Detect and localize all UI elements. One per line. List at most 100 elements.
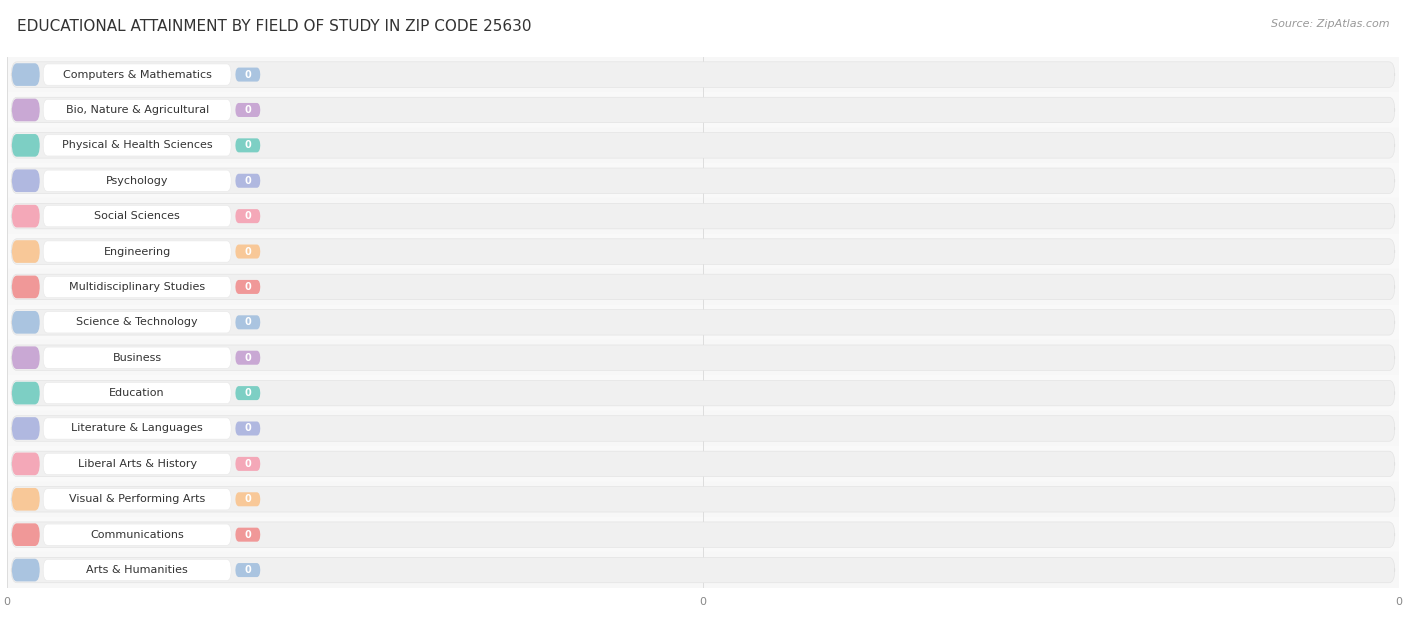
Text: 0: 0 bbox=[245, 282, 252, 292]
Text: 0: 0 bbox=[245, 140, 252, 150]
FancyBboxPatch shape bbox=[44, 453, 231, 475]
Text: 0: 0 bbox=[245, 105, 252, 115]
FancyBboxPatch shape bbox=[235, 68, 260, 82]
FancyBboxPatch shape bbox=[11, 559, 39, 581]
FancyBboxPatch shape bbox=[11, 205, 39, 228]
Text: Computers & Mathematics: Computers & Mathematics bbox=[63, 70, 212, 80]
FancyBboxPatch shape bbox=[11, 557, 1395, 583]
FancyBboxPatch shape bbox=[11, 133, 1395, 158]
Text: Multidisciplinary Studies: Multidisciplinary Studies bbox=[69, 282, 205, 292]
FancyBboxPatch shape bbox=[235, 280, 260, 294]
FancyBboxPatch shape bbox=[11, 416, 1395, 441]
FancyBboxPatch shape bbox=[11, 240, 39, 263]
FancyBboxPatch shape bbox=[44, 559, 231, 581]
FancyBboxPatch shape bbox=[11, 417, 39, 440]
FancyBboxPatch shape bbox=[44, 347, 231, 368]
Text: Arts & Humanities: Arts & Humanities bbox=[86, 565, 188, 575]
Text: 0: 0 bbox=[245, 246, 252, 257]
Text: 0: 0 bbox=[245, 211, 252, 221]
FancyBboxPatch shape bbox=[44, 135, 231, 156]
FancyBboxPatch shape bbox=[11, 134, 39, 157]
Text: Business: Business bbox=[112, 353, 162, 363]
FancyBboxPatch shape bbox=[11, 453, 39, 475]
Bar bbox=[7, 482, 1399, 517]
Text: EDUCATIONAL ATTAINMENT BY FIELD OF STUDY IN ZIP CODE 25630: EDUCATIONAL ATTAINMENT BY FIELD OF STUDY… bbox=[17, 19, 531, 34]
FancyBboxPatch shape bbox=[11, 523, 39, 546]
Bar bbox=[7, 446, 1399, 482]
FancyBboxPatch shape bbox=[11, 487, 1395, 512]
Text: 0: 0 bbox=[245, 530, 252, 540]
Text: 0: 0 bbox=[245, 494, 252, 504]
Text: 0: 0 bbox=[245, 459, 252, 469]
FancyBboxPatch shape bbox=[11, 346, 39, 369]
FancyBboxPatch shape bbox=[11, 451, 1395, 477]
Text: 0: 0 bbox=[245, 388, 252, 398]
Bar bbox=[7, 517, 1399, 552]
FancyBboxPatch shape bbox=[11, 276, 39, 298]
FancyBboxPatch shape bbox=[235, 174, 260, 188]
Text: Engineering: Engineering bbox=[104, 246, 170, 257]
FancyBboxPatch shape bbox=[235, 492, 260, 506]
Text: Bio, Nature & Agricultural: Bio, Nature & Agricultural bbox=[66, 105, 209, 115]
Bar bbox=[7, 340, 1399, 375]
Text: Science & Technology: Science & Technology bbox=[76, 317, 198, 327]
FancyBboxPatch shape bbox=[235, 351, 260, 365]
Bar bbox=[7, 198, 1399, 234]
Text: 0: 0 bbox=[245, 70, 252, 80]
FancyBboxPatch shape bbox=[11, 274, 1395, 300]
Text: Physical & Health Sciences: Physical & Health Sciences bbox=[62, 140, 212, 150]
FancyBboxPatch shape bbox=[11, 62, 1395, 87]
Text: Literature & Languages: Literature & Languages bbox=[72, 423, 202, 434]
FancyBboxPatch shape bbox=[44, 382, 231, 404]
FancyBboxPatch shape bbox=[44, 312, 231, 333]
Bar bbox=[7, 234, 1399, 269]
FancyBboxPatch shape bbox=[11, 168, 1395, 193]
FancyBboxPatch shape bbox=[235, 422, 260, 435]
Text: 0: 0 bbox=[245, 423, 252, 434]
FancyBboxPatch shape bbox=[11, 311, 39, 334]
Bar bbox=[7, 552, 1399, 588]
FancyBboxPatch shape bbox=[11, 169, 39, 192]
Bar bbox=[7, 92, 1399, 128]
Text: Liberal Arts & History: Liberal Arts & History bbox=[77, 459, 197, 469]
Bar bbox=[7, 305, 1399, 340]
Bar bbox=[7, 57, 1399, 92]
FancyBboxPatch shape bbox=[235, 563, 260, 577]
FancyBboxPatch shape bbox=[11, 382, 39, 404]
FancyBboxPatch shape bbox=[44, 170, 231, 191]
FancyBboxPatch shape bbox=[11, 310, 1395, 335]
FancyBboxPatch shape bbox=[11, 522, 1395, 547]
FancyBboxPatch shape bbox=[11, 97, 1395, 123]
FancyBboxPatch shape bbox=[235, 386, 260, 400]
Bar bbox=[7, 375, 1399, 411]
Text: Communications: Communications bbox=[90, 530, 184, 540]
FancyBboxPatch shape bbox=[44, 241, 231, 262]
FancyBboxPatch shape bbox=[235, 245, 260, 258]
FancyBboxPatch shape bbox=[235, 315, 260, 329]
FancyBboxPatch shape bbox=[11, 488, 39, 511]
Text: Education: Education bbox=[110, 388, 165, 398]
FancyBboxPatch shape bbox=[44, 489, 231, 510]
Bar bbox=[7, 269, 1399, 305]
FancyBboxPatch shape bbox=[44, 99, 231, 121]
Text: Social Sciences: Social Sciences bbox=[94, 211, 180, 221]
FancyBboxPatch shape bbox=[11, 204, 1395, 229]
Text: 0: 0 bbox=[245, 176, 252, 186]
FancyBboxPatch shape bbox=[44, 64, 231, 85]
Text: 0: 0 bbox=[245, 317, 252, 327]
Bar bbox=[7, 411, 1399, 446]
FancyBboxPatch shape bbox=[235, 528, 260, 542]
FancyBboxPatch shape bbox=[11, 239, 1395, 264]
FancyBboxPatch shape bbox=[11, 380, 1395, 406]
Text: Source: ZipAtlas.com: Source: ZipAtlas.com bbox=[1271, 19, 1389, 29]
FancyBboxPatch shape bbox=[11, 63, 39, 86]
FancyBboxPatch shape bbox=[235, 209, 260, 223]
Bar bbox=[7, 163, 1399, 198]
Text: Visual & Performing Arts: Visual & Performing Arts bbox=[69, 494, 205, 504]
Bar bbox=[7, 128, 1399, 163]
FancyBboxPatch shape bbox=[235, 103, 260, 117]
FancyBboxPatch shape bbox=[44, 276, 231, 298]
FancyBboxPatch shape bbox=[11, 345, 1395, 370]
FancyBboxPatch shape bbox=[44, 205, 231, 227]
Text: 0: 0 bbox=[245, 353, 252, 363]
